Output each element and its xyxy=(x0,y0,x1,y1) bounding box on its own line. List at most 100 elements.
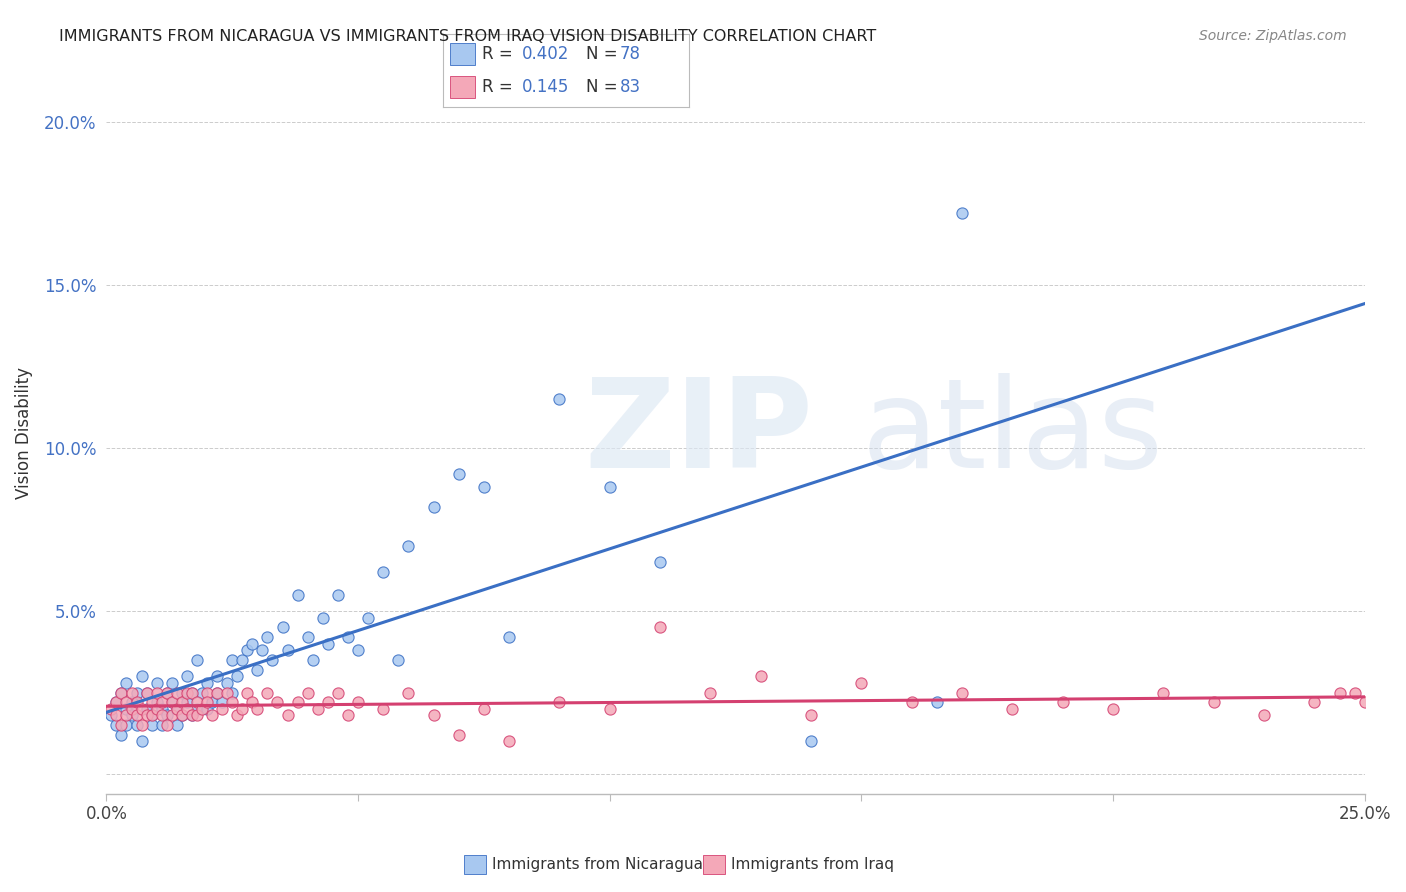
Point xyxy=(121,685,143,699)
Point xyxy=(176,685,198,699)
Point xyxy=(125,685,148,699)
Text: Source: ZipAtlas.com: Source: ZipAtlas.com xyxy=(1199,29,1347,43)
Point xyxy=(498,734,520,748)
Text: Immigrants from Iraq: Immigrants from Iraq xyxy=(731,857,894,871)
Point xyxy=(1253,708,1275,723)
Point xyxy=(287,588,309,602)
Point xyxy=(186,653,208,667)
Point xyxy=(105,718,128,732)
Point xyxy=(217,675,239,690)
Point xyxy=(211,702,233,716)
Point xyxy=(145,695,167,709)
Point xyxy=(316,695,339,709)
Point xyxy=(749,669,772,683)
Point xyxy=(548,392,571,406)
Point xyxy=(221,685,243,699)
Point xyxy=(100,702,122,716)
Point xyxy=(307,702,329,716)
Point xyxy=(336,708,359,723)
Text: atlas: atlas xyxy=(862,373,1164,494)
Point xyxy=(1354,695,1376,709)
Text: R =: R = xyxy=(482,78,519,96)
Point xyxy=(110,685,132,699)
Point xyxy=(135,685,157,699)
Point xyxy=(176,702,198,716)
Bar xyxy=(450,77,475,98)
Point xyxy=(447,728,470,742)
Point xyxy=(271,620,294,634)
Point xyxy=(422,500,444,514)
Point xyxy=(231,653,253,667)
Point xyxy=(387,653,409,667)
Point xyxy=(105,708,128,723)
Text: N =: N = xyxy=(585,78,623,96)
Point xyxy=(156,685,179,699)
Point xyxy=(125,708,148,723)
Point xyxy=(131,718,153,732)
Point xyxy=(205,669,228,683)
Point xyxy=(131,702,153,716)
Point xyxy=(115,708,138,723)
Point xyxy=(472,480,495,494)
Point xyxy=(1329,685,1351,699)
Point xyxy=(135,702,157,716)
Point xyxy=(316,637,339,651)
Point xyxy=(131,669,153,683)
Point xyxy=(110,728,132,742)
Point xyxy=(201,695,224,709)
Point xyxy=(110,685,132,699)
Point xyxy=(226,708,249,723)
Point xyxy=(141,708,163,723)
Point xyxy=(150,708,173,723)
Text: 0.402: 0.402 xyxy=(522,45,569,62)
Point xyxy=(156,718,179,732)
Point xyxy=(699,685,721,699)
Point xyxy=(396,685,419,699)
Point xyxy=(150,695,173,709)
Point xyxy=(191,702,214,716)
Point xyxy=(135,708,157,723)
Point xyxy=(373,702,395,716)
Point xyxy=(1202,695,1225,709)
Text: N =: N = xyxy=(585,45,623,62)
Point xyxy=(950,206,973,220)
Point xyxy=(195,685,218,699)
Point xyxy=(160,695,183,709)
Point xyxy=(156,685,179,699)
Point xyxy=(125,718,148,732)
Point xyxy=(217,685,239,699)
Point xyxy=(110,718,132,732)
Point xyxy=(221,653,243,667)
Point xyxy=(312,610,335,624)
Point xyxy=(246,663,269,677)
Point xyxy=(156,708,179,723)
Point xyxy=(176,695,198,709)
Point xyxy=(472,702,495,716)
Point xyxy=(301,653,323,667)
Point xyxy=(166,702,188,716)
Point xyxy=(115,675,138,690)
Point xyxy=(800,734,823,748)
Point xyxy=(221,695,243,709)
Point xyxy=(141,695,163,709)
Point xyxy=(195,702,218,716)
Point xyxy=(231,702,253,716)
Point xyxy=(160,708,183,723)
Point xyxy=(211,695,233,709)
Point xyxy=(121,695,143,709)
Point xyxy=(135,685,157,699)
Point xyxy=(186,702,208,716)
Text: R =: R = xyxy=(482,45,519,62)
Point xyxy=(205,685,228,699)
Point xyxy=(925,695,948,709)
Point xyxy=(145,702,167,716)
Text: IMMIGRANTS FROM NICARAGUA VS IMMIGRANTS FROM IRAQ VISION DISABILITY CORRELATION : IMMIGRANTS FROM NICARAGUA VS IMMIGRANTS … xyxy=(59,29,876,44)
Point xyxy=(277,643,299,657)
Text: 78: 78 xyxy=(620,45,641,62)
Point xyxy=(125,695,148,709)
Point xyxy=(373,565,395,579)
Point xyxy=(648,555,671,569)
Point xyxy=(170,708,193,723)
Point xyxy=(297,630,319,644)
Point xyxy=(336,630,359,644)
